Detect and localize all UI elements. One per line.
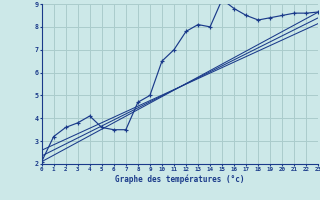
X-axis label: Graphe des températures (°c): Graphe des températures (°c) (115, 175, 245, 184)
